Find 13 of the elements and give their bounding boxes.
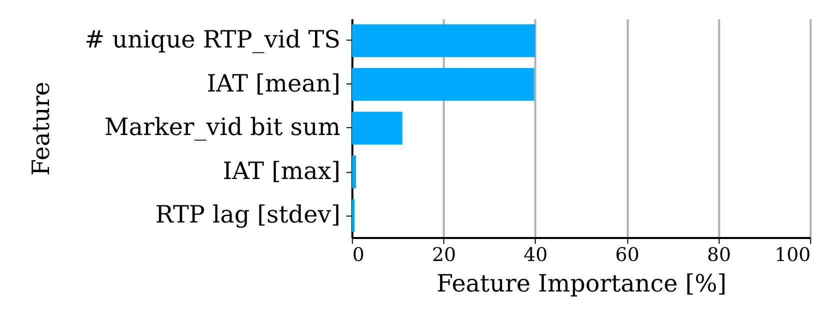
x-tick-label: 40	[524, 244, 548, 266]
x-axis-title: Feature Importance [%]	[436, 270, 727, 298]
x-tick-label: 0	[352, 244, 364, 266]
y-tick-label: RTP lag [stdev]	[155, 200, 340, 229]
x-tick-label: 20	[432, 244, 456, 266]
y-axis-title: Feature	[27, 82, 56, 176]
x-tick-label: 80	[706, 244, 731, 266]
y-tick-label: Marker_vid bit sum	[104, 113, 340, 142]
x-tick-label: 60	[615, 244, 640, 266]
y-tick-label: IAT [max]	[222, 156, 340, 185]
y-tick-label: # unique RTP_vid TS	[84, 26, 340, 54]
y-tick-label: IAT [mean]	[206, 69, 340, 98]
x-tick-label: 100	[774, 244, 811, 266]
